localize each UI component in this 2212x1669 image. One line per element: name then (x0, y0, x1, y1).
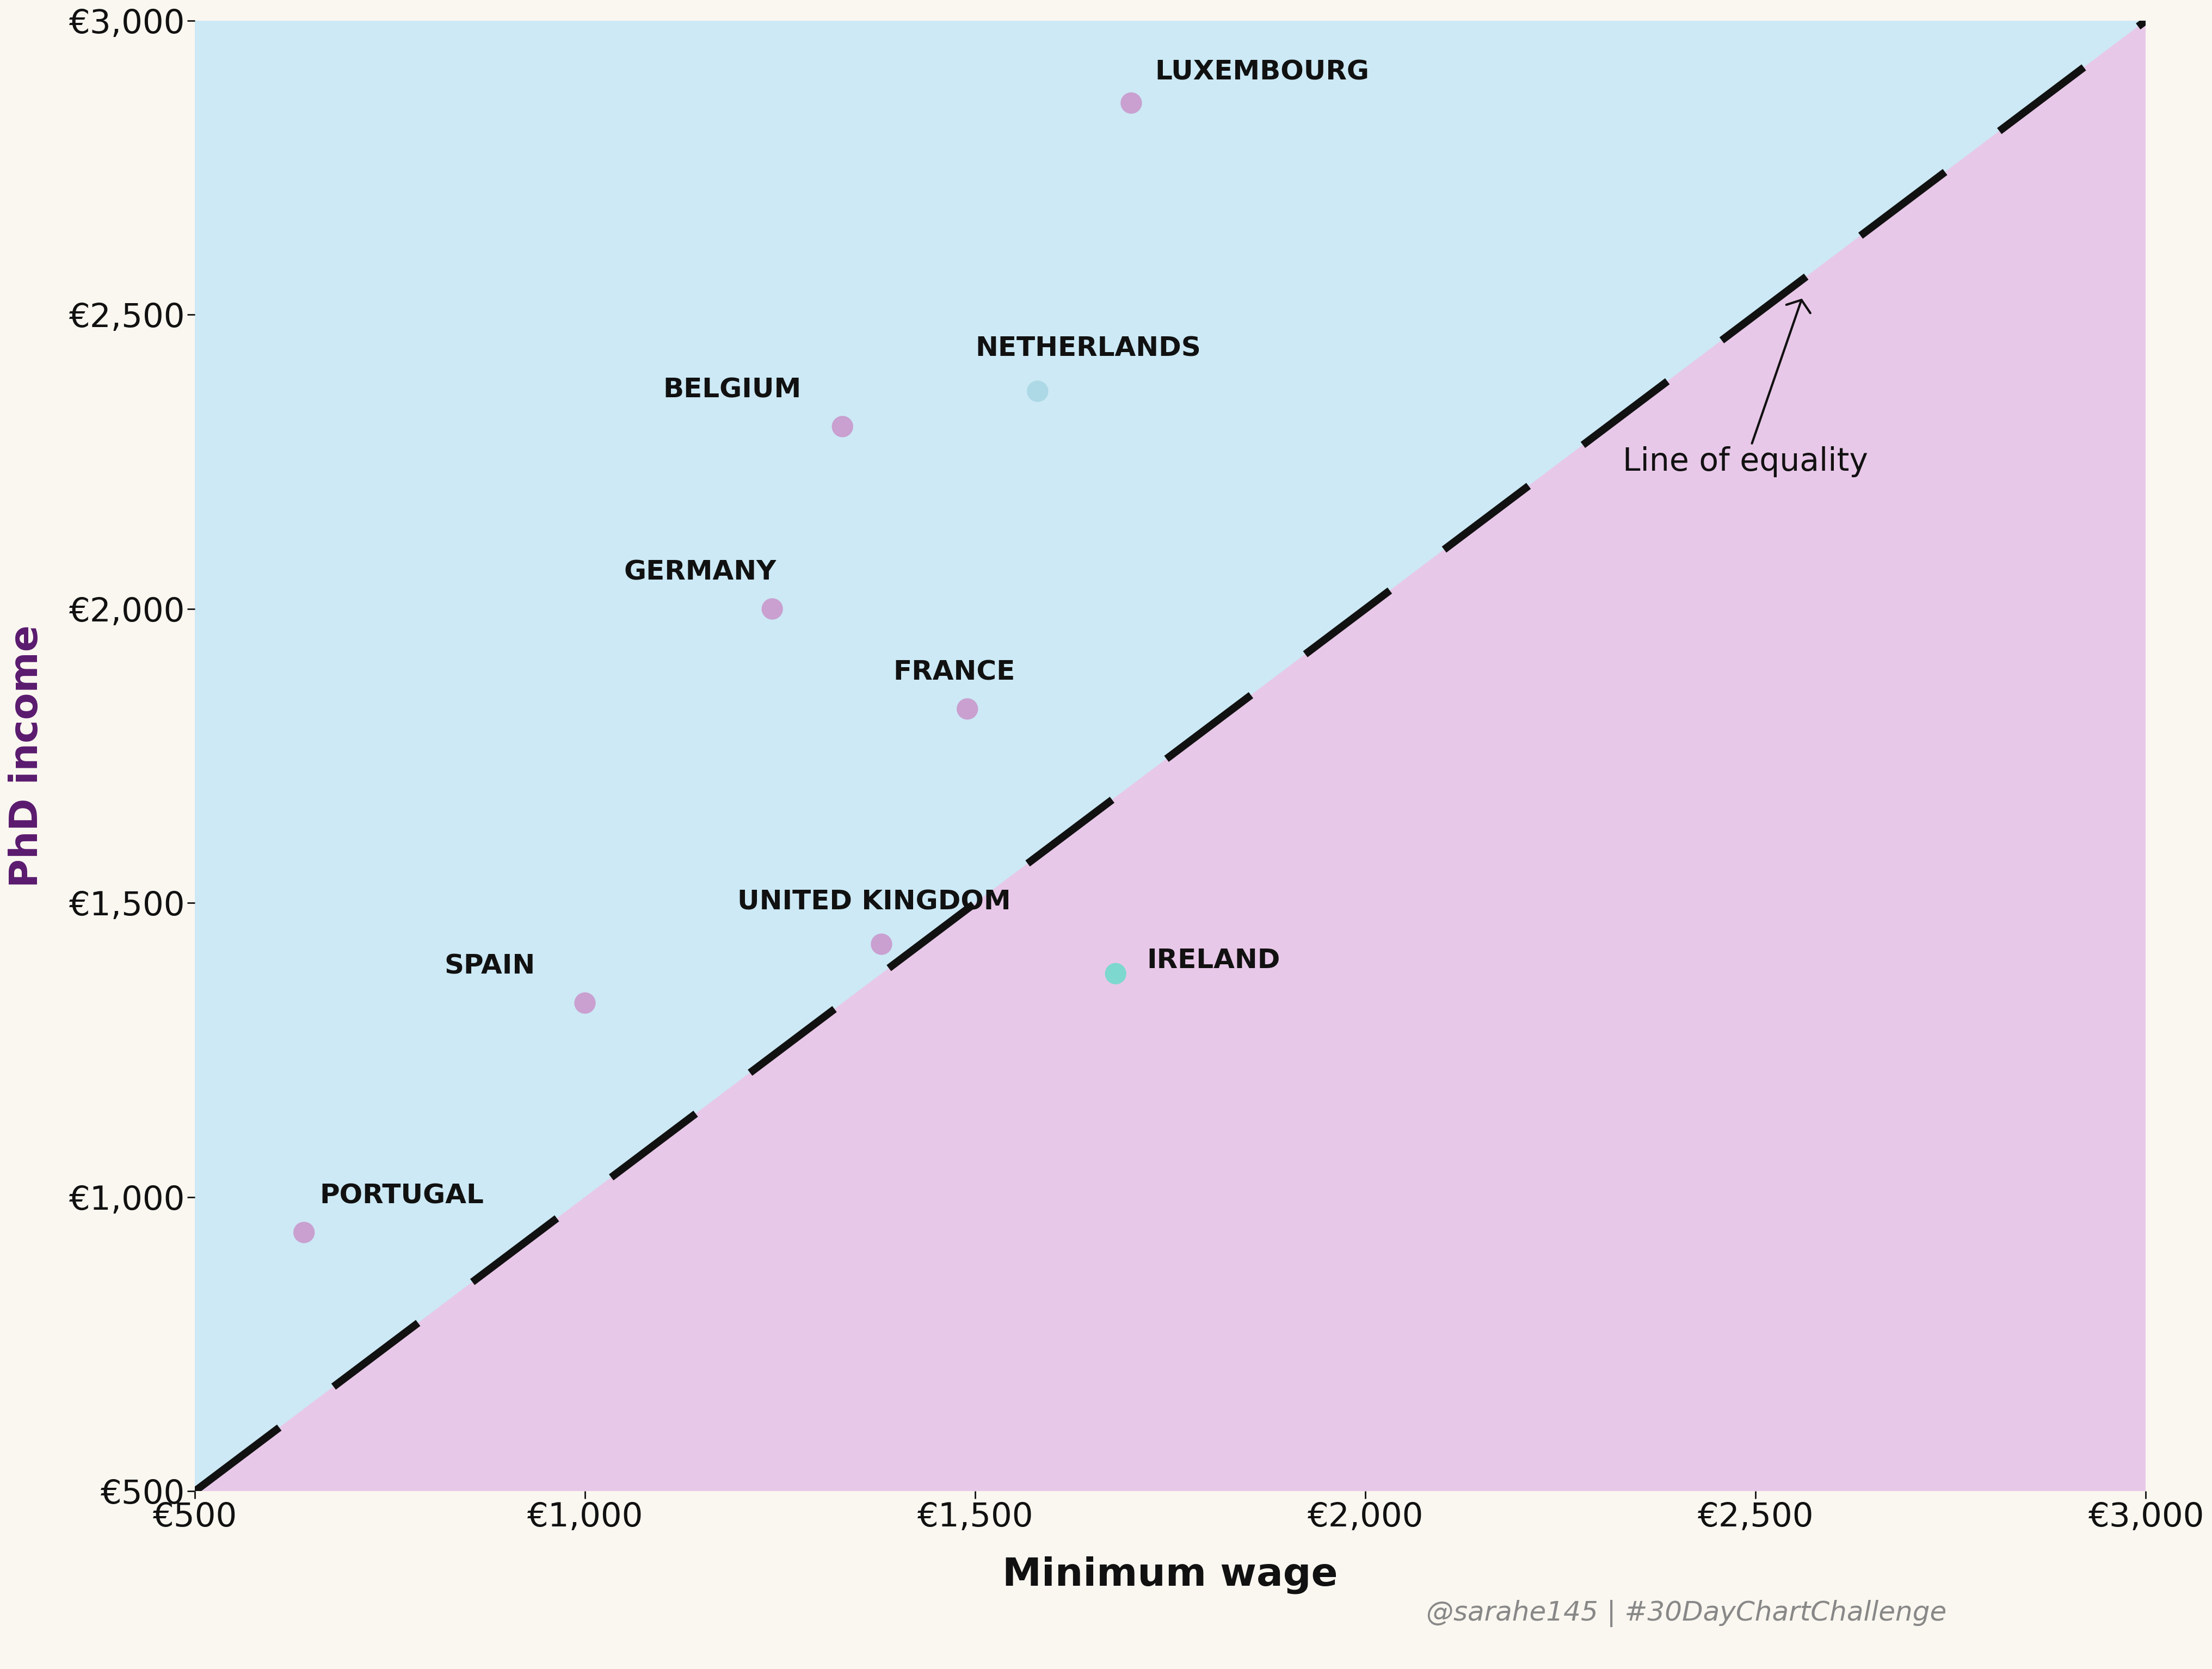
X-axis label: Minimum wage: Minimum wage (1002, 1556, 1338, 1594)
Point (285, 1218, 321, 1245)
Polygon shape (195, 20, 2146, 1492)
Text: BELGIUM: BELGIUM (664, 377, 801, 402)
Point (1097, 960, 1133, 986)
Point (1020, 377, 1055, 404)
Text: IRELAND: IRELAND (1146, 948, 1281, 973)
Text: LUXEMBOURG: LUXEMBOURG (1155, 60, 1369, 85)
Point (949, 696, 984, 723)
Point (566, 990, 602, 1016)
Text: @sarahe145 | #30DayChartChallenge: @sarahe145 | #30DayChartChallenge (1427, 1601, 1947, 1627)
Point (825, 414, 860, 441)
Text: GERMANY: GERMANY (624, 559, 776, 586)
Text: FRANCE: FRANCE (894, 659, 1015, 686)
Text: UNITED KINGDOM: UNITED KINGDOM (737, 888, 1011, 915)
Y-axis label: PhD income: PhD income (9, 624, 46, 888)
Point (865, 931, 900, 958)
Point (754, 596, 790, 623)
Text: NETHERLANDS: NETHERLANDS (975, 335, 1201, 362)
Text: PORTUGAL: PORTUGAL (319, 1183, 484, 1208)
Text: SPAIN: SPAIN (445, 953, 535, 980)
Point (1113, 90, 1148, 117)
Text: Line of equality: Line of equality (1624, 300, 1869, 477)
